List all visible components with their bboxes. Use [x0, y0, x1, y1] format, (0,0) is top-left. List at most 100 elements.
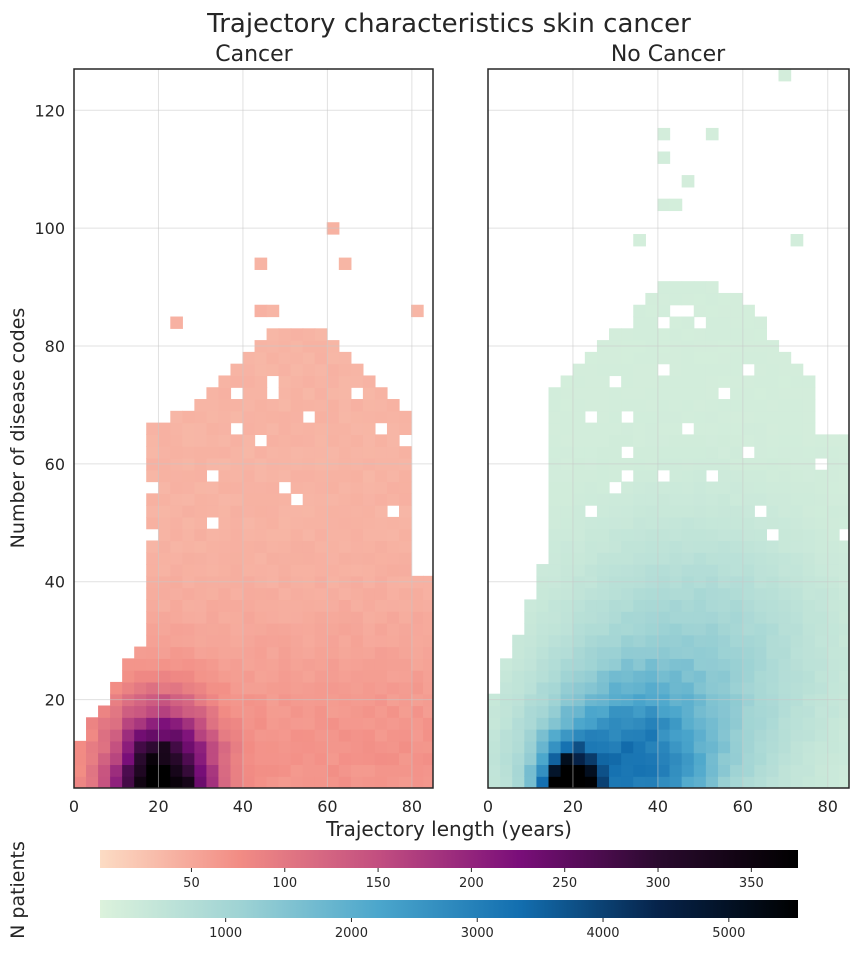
heatmap-cell — [399, 611, 412, 624]
heatmap-cell — [182, 670, 195, 683]
heatmap-cell — [669, 752, 683, 766]
x-tick-label: 40 — [648, 797, 668, 816]
heatmap-cell — [218, 729, 232, 742]
heatmap-cell — [596, 705, 610, 718]
heatmap-cell — [730, 422, 743, 435]
heatmap-cell — [621, 493, 634, 506]
heatmap-cell — [386, 528, 400, 542]
heatmap-cell — [374, 740, 388, 754]
heatmap-cell — [790, 363, 804, 377]
heatmap-cell — [778, 740, 792, 754]
heatmap-cell — [182, 564, 195, 577]
heatmap-cell — [742, 776, 755, 788]
heatmap-cell — [122, 670, 135, 683]
heatmap-cell — [230, 399, 244, 412]
heatmap-cell — [302, 422, 316, 435]
heatmap-cell — [302, 752, 316, 766]
heatmap-cell — [218, 705, 232, 718]
heatmap-cell — [584, 493, 598, 506]
heatmap-cell — [669, 599, 683, 612]
heatmap-cell — [730, 505, 743, 518]
heatmap-cell — [230, 375, 244, 388]
heatmap-cell — [350, 587, 364, 601]
heatmap-cell — [596, 564, 610, 577]
heatmap-cell — [254, 481, 268, 494]
heatmap-cell — [362, 587, 376, 601]
heatmap-cell — [839, 493, 849, 506]
heatmap-cell — [633, 516, 646, 530]
heatmap-cell — [326, 363, 340, 377]
heatmap-cell — [374, 764, 388, 777]
heatmap-cell — [609, 776, 622, 788]
heatmap-cell — [633, 410, 646, 424]
heatmap-cell — [814, 752, 828, 766]
x-tick-label: 80 — [818, 797, 838, 816]
heatmap-cell — [669, 622, 683, 636]
heatmap-cell — [621, 658, 634, 671]
heatmap-cell — [705, 399, 719, 412]
heatmap-cell — [338, 634, 352, 648]
heatmap-cell — [338, 446, 352, 459]
heatmap-cell — [609, 363, 622, 377]
heatmap-cell — [242, 363, 256, 377]
heatmap-cell — [633, 434, 646, 447]
heatmap-cell — [266, 351, 280, 365]
heatmap-cell — [170, 740, 183, 754]
heatmap-cell — [146, 505, 159, 518]
heatmap-cell — [657, 540, 671, 553]
heatmap-cell — [314, 622, 328, 636]
heatmap-cell — [548, 670, 562, 683]
heatmap-cell — [717, 587, 731, 601]
heatmap-cell — [218, 375, 232, 388]
heatmap-cell — [326, 646, 340, 659]
heatmap-cell — [766, 363, 780, 377]
heatmap-cell — [609, 587, 622, 601]
heatmap-cell — [242, 705, 256, 718]
heatmap-cell — [548, 446, 562, 459]
heatmap-cell — [146, 611, 159, 624]
heatmap-cell — [657, 552, 671, 565]
heatmap-cell — [218, 410, 232, 424]
heatmap-cell — [278, 469, 292, 483]
heatmap-cell — [596, 363, 610, 377]
heatmap-cell — [645, 705, 659, 718]
heatmap-cell — [411, 611, 424, 624]
heatmap-cell — [146, 516, 159, 530]
heatmap-cell — [778, 516, 792, 530]
heatmap-cell — [681, 505, 695, 518]
heatmap-cell — [742, 670, 755, 683]
heatmap-cell — [170, 622, 183, 636]
heatmap-cell — [548, 752, 562, 766]
heatmap-cell — [572, 387, 586, 400]
heatmap-cell — [633, 375, 646, 388]
heatmap-cell — [693, 434, 707, 447]
heatmap-cell — [524, 764, 538, 777]
heatmap-cell — [717, 646, 731, 659]
heatmap-cell — [609, 752, 622, 766]
heatmap-cell — [717, 328, 731, 341]
heatmap-cell — [669, 717, 683, 730]
heatmap-cell — [314, 540, 328, 553]
heatmap-cell — [669, 764, 683, 777]
heatmap-cell — [182, 729, 195, 742]
heatmap-cell — [194, 729, 208, 742]
heatmap-cell — [230, 599, 244, 612]
heatmap-cell — [182, 552, 195, 565]
heatmap-cell — [560, 634, 574, 648]
heatmap-cell — [645, 611, 659, 624]
heatmap-cell — [790, 740, 804, 754]
heatmap-cell — [290, 752, 304, 766]
y-tick-label: 20 — [45, 691, 65, 710]
heatmap-cell — [730, 446, 743, 459]
heatmap-cell — [693, 469, 707, 483]
heatmap-cell — [705, 552, 719, 565]
heatmap-cell — [681, 658, 695, 671]
heatmap-cell — [633, 587, 646, 601]
heatmap-cell — [802, 446, 816, 459]
heatmap-cell — [194, 481, 208, 494]
heatmap-cell — [645, 351, 659, 365]
heatmap-cell — [742, 493, 755, 506]
heatmap-cell — [158, 646, 171, 659]
heatmap-cell — [778, 552, 792, 565]
heatmap-cell — [669, 281, 683, 294]
